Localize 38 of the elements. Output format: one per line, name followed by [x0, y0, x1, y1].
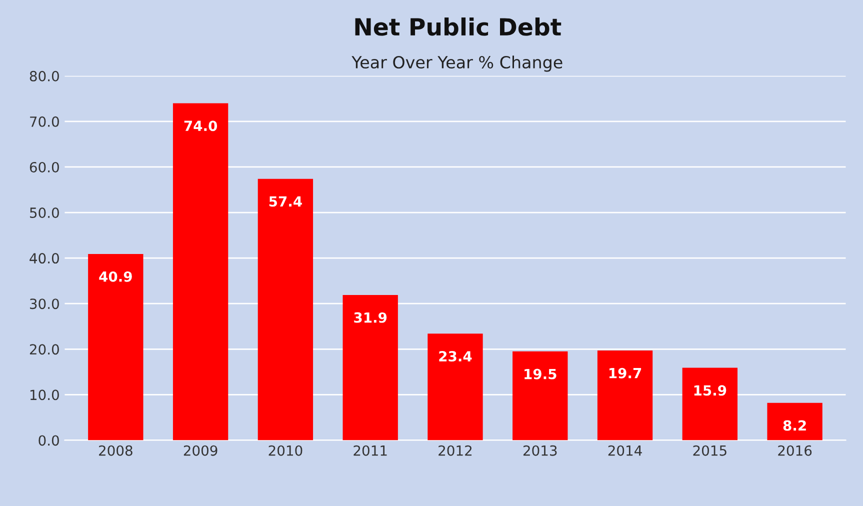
x-tick-label: 2009 [184, 445, 218, 456]
y-tick-label: 80.0 [30, 70, 59, 82]
bar [767, 402, 822, 440]
x-tick-label: 2016 [778, 445, 812, 456]
bar [428, 334, 483, 440]
bar [258, 178, 314, 440]
bar [682, 368, 738, 440]
data-label: 19.5 [524, 368, 556, 380]
y-tick-label: 10.0 [30, 390, 59, 400]
x-tick-label: 2010 [268, 445, 302, 456]
x-tick-label: 2008 [99, 445, 132, 456]
data-label: 74.0 [184, 120, 218, 132]
data-label: 31.9 [354, 312, 387, 323]
bar [512, 351, 568, 440]
x-tick-label: 2012 [438, 445, 472, 456]
data-label: 19.7 [609, 368, 642, 378]
data-label: 57.4 [269, 196, 302, 207]
y-tick-label: 40.0 [30, 253, 59, 264]
data-label: 8.2 [783, 420, 806, 431]
x-tick-label: 2011 [354, 445, 387, 456]
bar [88, 254, 144, 440]
x-tick-label: 2014 [608, 445, 642, 456]
chart-title: Net Public Debt [355, 17, 562, 36]
y-tick-label: 50.0 [30, 207, 59, 218]
x-tick-label: 2013 [523, 445, 557, 456]
bar [342, 294, 398, 440]
y-tick-label: 70.0 [30, 116, 59, 127]
y-tick-label: 0.0 [38, 435, 59, 446]
y-tick-label: 60.0 [30, 162, 59, 172]
data-label: 15.9 [694, 385, 726, 396]
y-tick-label: 20.0 [30, 344, 59, 355]
data-label: 40.9 [99, 271, 132, 282]
bar [172, 103, 228, 440]
x-tick-label: 2015 [693, 445, 726, 456]
bar [597, 350, 653, 440]
data-label: 23.4 [439, 351, 472, 362]
y-tick-label: 30.0 [30, 298, 59, 310]
chart-subtitle: Year Over Year % Change [352, 56, 562, 72]
